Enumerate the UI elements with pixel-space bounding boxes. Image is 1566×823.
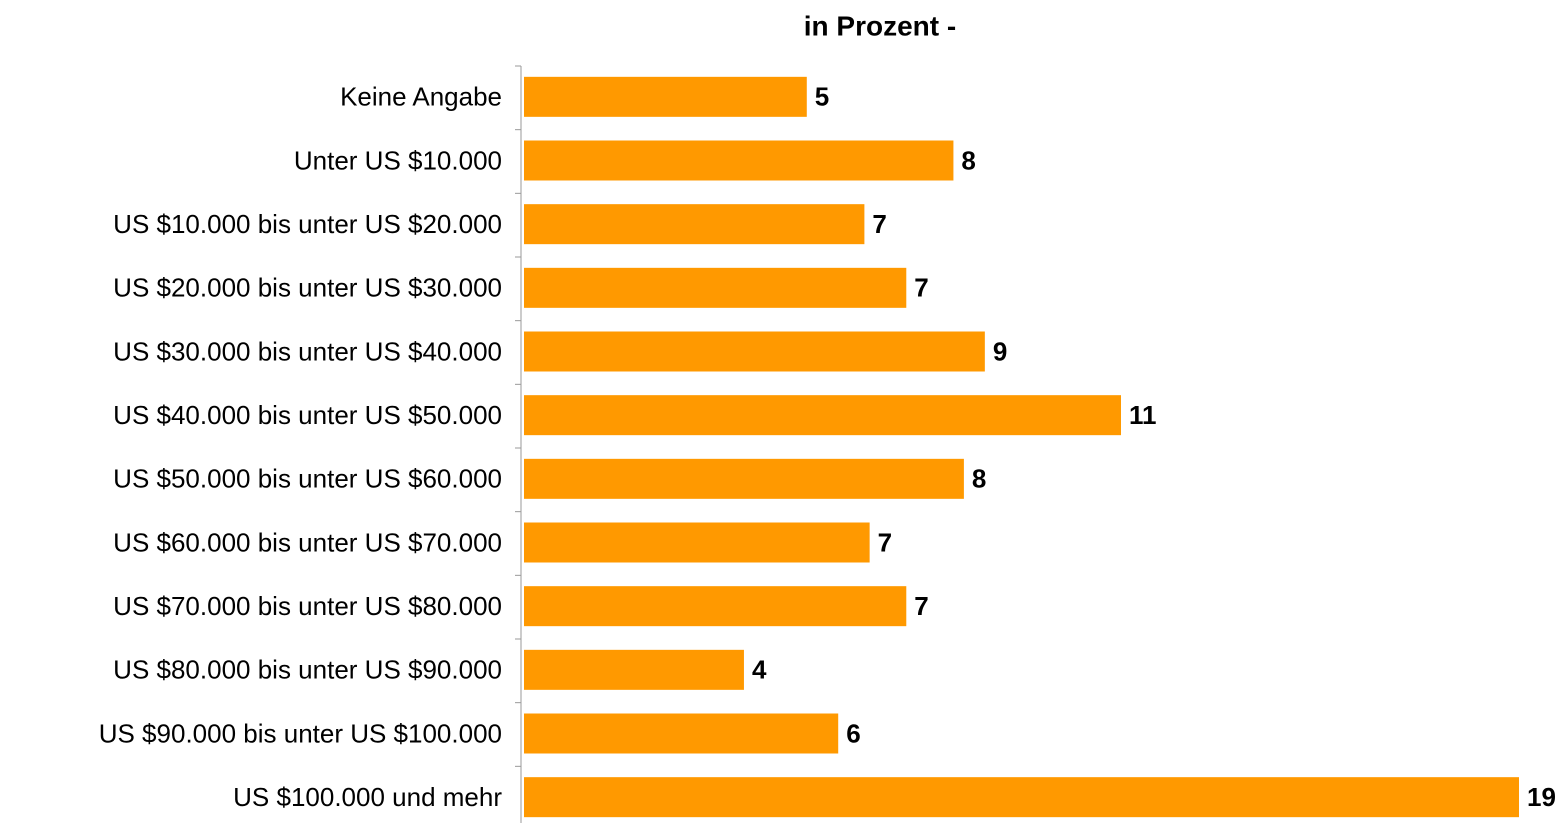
y-tick-label: Keine Angabe xyxy=(340,82,502,112)
data-label: 6 xyxy=(846,718,860,748)
y-tick-label: US $30.000 bis unter US $40.000 xyxy=(113,336,502,366)
bar xyxy=(524,76,807,117)
data-label: 7 xyxy=(872,209,886,239)
y-tick-label: US $50.000 bis unter US $60.000 xyxy=(113,464,502,494)
bar xyxy=(524,395,1121,436)
data-label: 7 xyxy=(878,527,892,557)
data-label: 5 xyxy=(815,82,829,112)
y-tick-label: US $40.000 bis unter US $50.000 xyxy=(113,400,502,430)
y-tick-label: US $60.000 bis unter US $70.000 xyxy=(113,527,502,557)
data-label: 8 xyxy=(961,145,975,175)
y-tick-label: US $90.000 bis unter US $100.000 xyxy=(99,718,502,748)
data-label: 9 xyxy=(993,336,1007,366)
y-tick-label: US $10.000 bis unter US $20.000 xyxy=(113,209,502,239)
bar xyxy=(524,267,907,308)
bar xyxy=(524,649,744,690)
data-label: 7 xyxy=(914,273,928,303)
bar xyxy=(524,140,954,181)
bar xyxy=(524,713,839,754)
bar xyxy=(524,586,907,627)
data-label: 19 xyxy=(1527,782,1556,812)
y-tick-label: Unter US $10.000 xyxy=(294,145,502,175)
bar xyxy=(524,777,1519,818)
y-tick-label: US $20.000 bis unter US $30.000 xyxy=(113,273,502,303)
bar xyxy=(524,458,964,499)
data-label: 8 xyxy=(972,464,986,494)
bar xyxy=(524,331,985,372)
chart-title: in Prozent - xyxy=(804,10,956,41)
data-label: 11 xyxy=(1129,400,1157,430)
y-tick-label: US $80.000 bis unter US $90.000 xyxy=(113,655,502,685)
data-label: 7 xyxy=(914,591,928,621)
y-tick-label: US $70.000 bis unter US $80.000 xyxy=(113,591,502,621)
data-label: 4 xyxy=(752,655,767,685)
bar xyxy=(524,204,865,245)
bar xyxy=(524,522,870,563)
y-tick-label: US $100.000 und mehr xyxy=(233,782,502,812)
